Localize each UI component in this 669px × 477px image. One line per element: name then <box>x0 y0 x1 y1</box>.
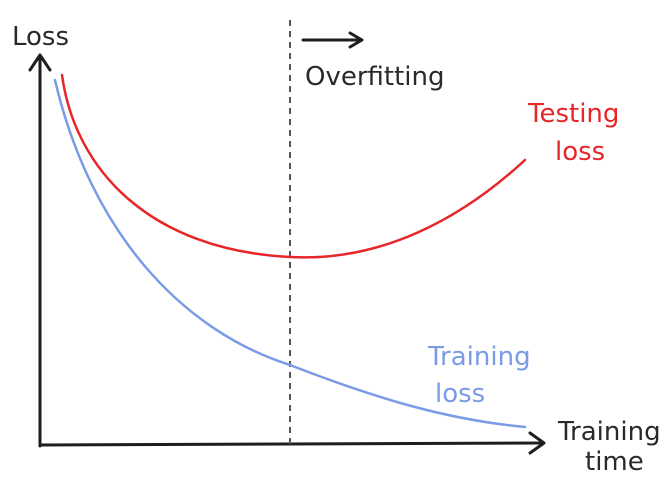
y-axis-label: Loss <box>12 22 69 52</box>
x-axis <box>38 441 545 447</box>
x-axis-label: time <box>585 447 644 477</box>
training-loss-label: loss <box>435 379 485 409</box>
testing-loss-label: loss <box>555 137 605 167</box>
training-loss-curve <box>53 78 527 429</box>
overfitting-arrow-head <box>348 31 364 49</box>
y-axis-arrow <box>28 53 52 72</box>
testing-loss-label: Testing <box>527 99 619 129</box>
testing-loss-curve <box>60 73 527 259</box>
overfitting-label: Overfitting <box>305 62 445 92</box>
training-loss-label: Training <box>427 342 531 372</box>
x-axis-label: Training <box>557 417 661 447</box>
x-axis-arrow <box>528 431 546 455</box>
